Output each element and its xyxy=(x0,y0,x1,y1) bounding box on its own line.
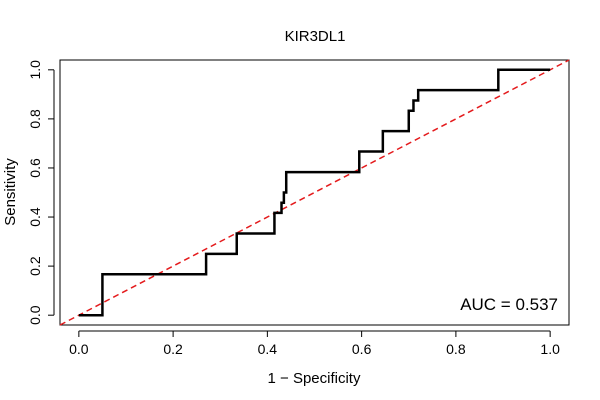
x-tick-label: 0.0 xyxy=(69,341,89,357)
y-tick-label: 0.6 xyxy=(27,158,43,178)
y-tick-label: 1.0 xyxy=(27,60,43,80)
auc-annotation: AUC = 0.537 xyxy=(460,295,558,314)
x-axis: 0.0 0.2 0.4 0.6 0.8 1.0 xyxy=(69,330,560,357)
roc-curve-layer xyxy=(78,68,551,317)
plot-frame xyxy=(59,59,570,326)
x-tick-label: 0.4 xyxy=(258,341,278,357)
roc-curve xyxy=(78,68,551,317)
diagonal-reference-line xyxy=(59,59,570,326)
y-tick-label: 0.2 xyxy=(27,256,43,276)
x-tick-label: 0.2 xyxy=(163,341,183,357)
x-tick-label: 1.0 xyxy=(540,341,560,357)
reference-line-layer xyxy=(59,59,570,326)
y-tick-label: 0.4 xyxy=(27,207,43,227)
chart-title: KIR3DL1 xyxy=(285,28,346,45)
y-axis: 0.0 0.2 0.4 0.6 0.8 1.0 xyxy=(27,60,55,325)
x-axis-label: 1 − Specificity xyxy=(268,370,361,387)
x-tick-label: 0.8 xyxy=(446,341,466,357)
y-tick-label: 0.0 xyxy=(27,305,43,325)
y-axis-label: Sensitivity xyxy=(2,158,19,226)
y-tick-label: 0.8 xyxy=(27,109,43,129)
x-tick-label: 0.6 xyxy=(352,341,372,357)
